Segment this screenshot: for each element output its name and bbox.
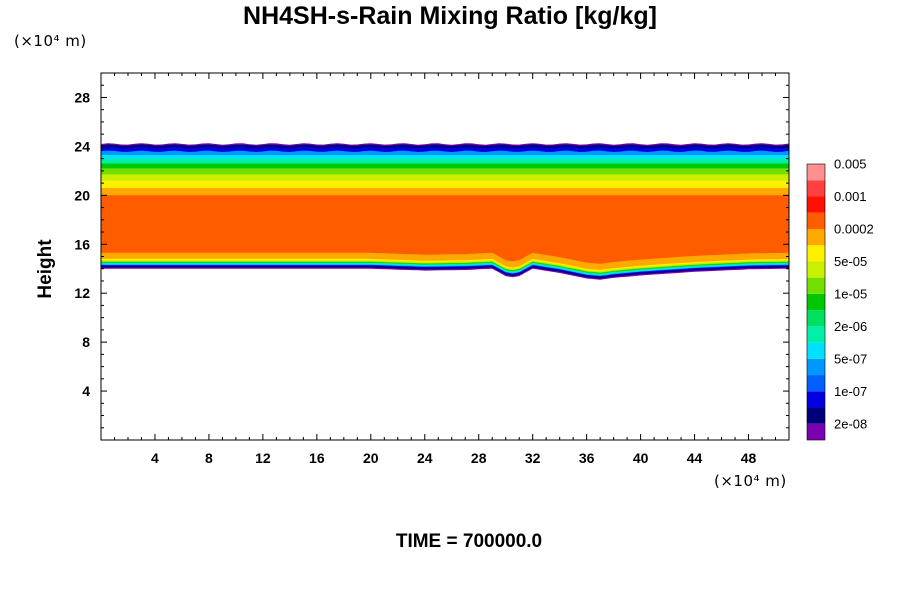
y-axis-unit: (×10⁴ m) <box>14 32 87 50</box>
colorbar-swatch <box>807 407 825 424</box>
colorbar-swatch <box>807 277 825 294</box>
colorbar-label: 1e-07 <box>834 384 867 399</box>
colorbar-swatch <box>807 342 825 359</box>
colorbar-swatch <box>807 164 825 181</box>
colorbar-label: 1e-05 <box>834 286 867 301</box>
colorbar-label: 2e-08 <box>834 416 867 431</box>
colorbar-label: 0.001 <box>834 189 867 204</box>
colorbar-swatch <box>807 180 825 197</box>
colorbar-label: 5e-05 <box>834 254 867 269</box>
colorbar-swatch <box>807 212 825 229</box>
colorbar-swatch <box>807 391 825 408</box>
colorbar-swatch <box>807 358 825 376</box>
y-tick-label: 16 <box>74 236 90 252</box>
field-layer-13 <box>101 195 789 264</box>
x-tick-label: 12 <box>255 450 271 466</box>
colorbar: 2e-08 1e-07 5e-07 2e-06 1e-05 5e-05 0.0002 0.00… <box>806 157 874 441</box>
colorbar-swatch <box>807 310 825 327</box>
x-tick-label: 32 <box>525 450 541 466</box>
colorbar-swatch <box>807 423 825 440</box>
x-tick-label: 8 <box>205 450 213 466</box>
colorbar-swatch <box>807 293 825 311</box>
x-tick-label: 36 <box>579 450 595 466</box>
colorbar-label: 0.005 <box>834 157 867 172</box>
colorbar-swatch <box>807 261 825 278</box>
x-tick-label: 28 <box>471 450 487 466</box>
colorbar-label: 0.0002 <box>834 221 874 236</box>
y-tick-label: 24 <box>74 138 90 154</box>
colorbar-swatch <box>807 196 825 213</box>
y-tick-label: 8 <box>82 334 90 350</box>
chart-title: NH4SH-s-Rain Mixing Ratio [kg/kg] <box>243 2 657 30</box>
x-tick-label: 16 <box>309 450 325 466</box>
x-tick-label: 48 <box>741 450 757 466</box>
time-label: TIME = 700000.0 <box>395 531 543 552</box>
colorbar-swatch <box>807 326 825 343</box>
x-axis-unit: (×10⁴ m) <box>714 472 787 490</box>
x-axis: 4 8 12 16 20 24 28 32 36 40 44 48 <box>113 73 777 466</box>
colorbar-label: 5e-07 <box>834 351 867 366</box>
x-tick-label: 40 <box>633 450 649 466</box>
y-tick-label: 4 <box>82 383 90 399</box>
colorbar-label: 2e-06 <box>834 319 867 334</box>
y-tick-label: 20 <box>74 187 90 203</box>
mixing-ratio-field <box>101 143 789 280</box>
colorbar-swatch <box>807 375 825 392</box>
colorbar-swatch <box>807 245 825 262</box>
y-tick-label: 28 <box>74 89 90 105</box>
y-axis: 4 8 12 16 20 24 28 <box>74 84 789 429</box>
x-tick-label: 44 <box>687 450 703 466</box>
y-tick-label: 12 <box>74 285 90 301</box>
x-tick-label: 4 <box>151 450 159 466</box>
colorbar-swatch <box>807 228 825 246</box>
colorbar-frame <box>806 163 826 441</box>
x-tick-label: 24 <box>417 450 433 466</box>
x-tick-label: 20 <box>363 450 379 466</box>
